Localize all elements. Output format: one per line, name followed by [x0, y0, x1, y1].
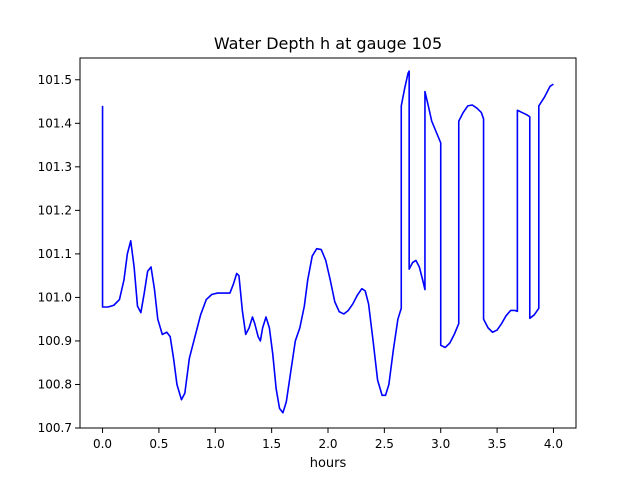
y-tick-label: 101.1 [38, 247, 72, 261]
chart-title: Water Depth h at gauge 105 [214, 34, 442, 53]
x-tick-label: 1.5 [262, 437, 281, 451]
y-tick-label: 100.7 [38, 421, 72, 435]
x-tick-label: 2.5 [375, 437, 394, 451]
y-axis-ticks: 100.7 100.8 100.9 101.0 101.1 101.2 101.3 101.4… [38, 73, 80, 435]
x-tick-label: 3.0 [431, 437, 450, 451]
x-tick-label: 3.5 [488, 437, 507, 451]
x-tick-label: 0.5 [149, 437, 168, 451]
y-tick-label: 100.8 [38, 377, 72, 391]
plot-frame [79, 57, 577, 429]
y-tick-label: 101.3 [38, 160, 72, 174]
y-tick-label: 101.2 [38, 203, 72, 217]
series-line [101, 70, 554, 414]
x-axis-ticks: 0.0 0.5 1.0 1.5 2.0 2.5 3.0 3.5 4.0 [93, 428, 563, 451]
plot-area [80, 58, 576, 428]
x-tick-label: 1.0 [206, 437, 225, 451]
y-tick-label: 101.4 [38, 116, 72, 130]
y-tick-label: 101.5 [38, 73, 72, 87]
series-layer [101, 70, 554, 414]
y-tick-label: 100.9 [38, 334, 72, 348]
x-tick-label: 2.0 [318, 437, 337, 451]
x-tick-label: 0.0 [93, 437, 112, 451]
y-tick-label: 101.0 [38, 290, 72, 304]
x-axis-label: hours [310, 456, 347, 471]
x-tick-label: 4.0 [544, 437, 563, 451]
